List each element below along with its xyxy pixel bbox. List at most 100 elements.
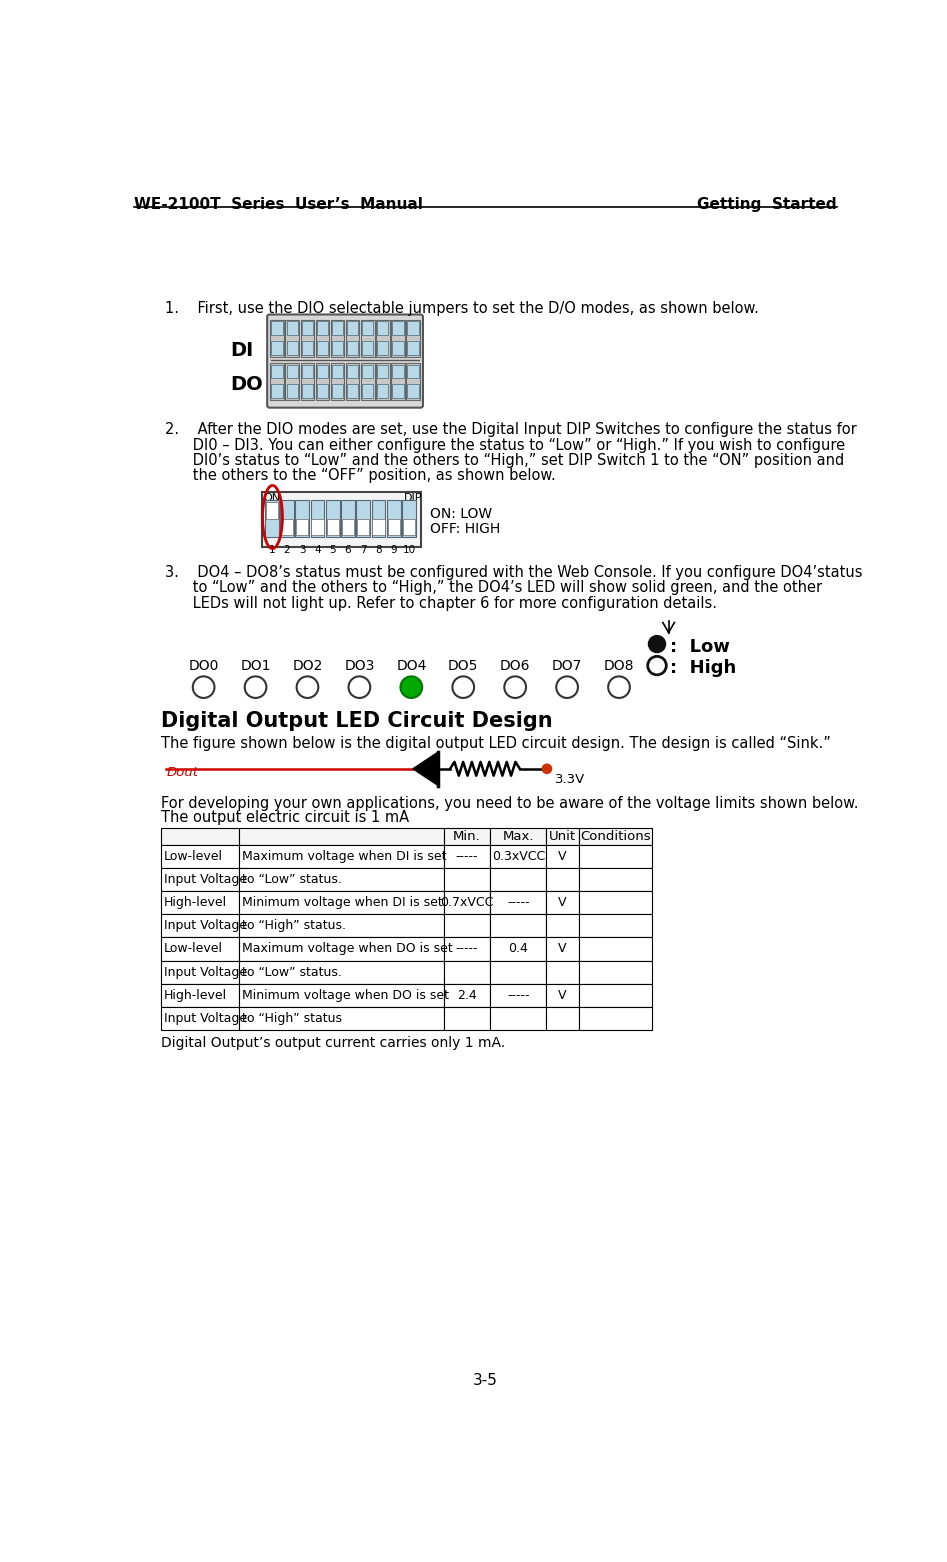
Text: DO5: DO5 <box>448 659 478 673</box>
Circle shape <box>296 676 318 698</box>
Bar <box>491 937 546 961</box>
Text: LEDs will not light up. Refer to chapter 6 for more configuration details.: LEDs will not light up. Refer to chapter… <box>165 595 717 611</box>
Bar <box>391 362 404 400</box>
Bar <box>403 519 415 536</box>
Text: DI: DI <box>231 342 254 361</box>
Bar <box>356 500 370 537</box>
Text: DO3: DO3 <box>344 659 375 673</box>
Text: V: V <box>558 897 566 909</box>
Bar <box>346 362 360 400</box>
Circle shape <box>453 676 474 698</box>
Text: 2.    After the DIO modes are set, use the Digital Input DIP Switches to configu: 2. After the DIO modes are set, use the … <box>165 422 857 437</box>
Bar <box>579 937 652 961</box>
Bar <box>444 984 491 1007</box>
Text: 10: 10 <box>402 545 416 556</box>
Bar <box>302 364 313 378</box>
Text: Unit: Unit <box>549 829 576 843</box>
Bar <box>317 322 328 336</box>
Text: Max.: Max. <box>503 829 534 843</box>
Bar <box>161 892 239 914</box>
Text: Low-level: Low-level <box>164 850 223 864</box>
Bar <box>362 364 373 378</box>
Bar <box>239 845 444 868</box>
Bar <box>272 341 282 355</box>
Text: Low-level: Low-level <box>164 942 223 956</box>
Text: V: V <box>558 989 566 1001</box>
Bar <box>346 320 360 356</box>
Text: 1.    First, use the DIO selectable jumpers to set the D/O modes, as shown below: 1. First, use the DIO selectable jumpers… <box>165 301 759 317</box>
Text: :  Low: : Low <box>670 637 730 656</box>
Bar <box>295 500 309 537</box>
Bar <box>372 519 384 536</box>
Text: Input Voltage: Input Voltage <box>164 965 247 978</box>
Bar <box>407 341 419 355</box>
Bar <box>444 961 491 984</box>
Text: 0.3xVCC: 0.3xVCC <box>491 850 545 864</box>
Bar <box>287 341 297 355</box>
Text: Conditions: Conditions <box>581 829 651 843</box>
Bar <box>315 320 330 356</box>
Bar <box>312 519 324 536</box>
Bar <box>391 320 404 356</box>
Text: 8: 8 <box>375 545 382 556</box>
Circle shape <box>649 636 666 653</box>
Bar <box>406 320 420 356</box>
Bar <box>376 320 389 356</box>
Bar <box>285 362 299 400</box>
Bar <box>579 1007 652 1029</box>
Text: 2: 2 <box>284 545 291 556</box>
Text: 3.    DO4 – DO8’s status must be configured with the Web Console. If you configu: 3. DO4 – DO8’s status must be configured… <box>165 565 863 580</box>
Bar <box>392 384 403 398</box>
Bar <box>265 500 278 537</box>
Text: DI0’s status to “Low” and the others to “High,” set DIP Switch 1 to the “ON” pos: DI0’s status to “Low” and the others to … <box>165 453 844 469</box>
Text: ON: ON <box>263 494 280 503</box>
Text: WE-2100T  Series  User’s  Manual: WE-2100T Series User’s Manual <box>134 197 422 212</box>
Text: 4: 4 <box>314 545 321 556</box>
Bar <box>317 364 328 378</box>
Text: 3.3V: 3.3V <box>555 773 585 786</box>
Bar <box>315 362 330 400</box>
Bar <box>402 500 416 537</box>
Text: 6: 6 <box>345 545 351 556</box>
Bar <box>347 341 358 355</box>
Bar <box>239 937 444 961</box>
Circle shape <box>608 676 630 698</box>
Text: -----: ----- <box>507 897 529 909</box>
Text: 1: 1 <box>268 545 275 556</box>
Bar <box>546 828 579 845</box>
Text: DO7: DO7 <box>552 659 582 673</box>
Bar <box>372 500 385 537</box>
Polygon shape <box>413 751 438 786</box>
Text: The output electric circuit is 1 mA: The output electric circuit is 1 mA <box>161 809 409 825</box>
Bar <box>331 364 343 378</box>
Bar <box>331 320 345 356</box>
Bar <box>491 892 546 914</box>
Bar <box>347 322 358 336</box>
Text: to “High” status: to “High” status <box>241 1012 342 1025</box>
Bar <box>579 845 652 868</box>
Text: Input Voltage: Input Voltage <box>164 920 247 933</box>
Bar <box>491 845 546 868</box>
Text: Input Voltage: Input Voltage <box>164 1012 247 1025</box>
Circle shape <box>348 676 370 698</box>
Bar <box>347 384 358 398</box>
Bar <box>265 501 277 519</box>
Bar <box>444 937 491 961</box>
Bar <box>579 984 652 1007</box>
Bar <box>361 362 374 400</box>
Bar <box>546 892 579 914</box>
Bar <box>546 845 579 868</box>
Text: 2.4: 2.4 <box>457 989 477 1001</box>
Bar <box>272 364 282 378</box>
Bar <box>579 868 652 892</box>
Bar <box>302 384 313 398</box>
Bar <box>387 500 401 537</box>
Bar <box>270 320 284 356</box>
Text: Maximum voltage when DI is set: Maximum voltage when DI is set <box>241 850 446 864</box>
Text: Dout: Dout <box>167 765 199 779</box>
Circle shape <box>401 676 422 698</box>
Text: Min.: Min. <box>454 829 481 843</box>
Bar <box>161 984 239 1007</box>
Bar <box>161 1007 239 1029</box>
Text: Getting  Started: Getting Started <box>697 197 837 212</box>
